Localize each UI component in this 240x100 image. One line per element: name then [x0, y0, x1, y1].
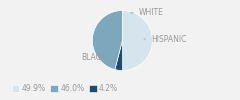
- Wedge shape: [122, 10, 152, 70]
- Wedge shape: [115, 40, 123, 70]
- Legend: 49.9%, 46.0%, 4.2%: 49.9%, 46.0%, 4.2%: [9, 81, 121, 96]
- Text: BLACK: BLACK: [81, 52, 116, 62]
- Wedge shape: [92, 10, 122, 70]
- Text: HISPANIC: HISPANIC: [144, 34, 186, 44]
- Text: WHITE: WHITE: [131, 8, 164, 17]
